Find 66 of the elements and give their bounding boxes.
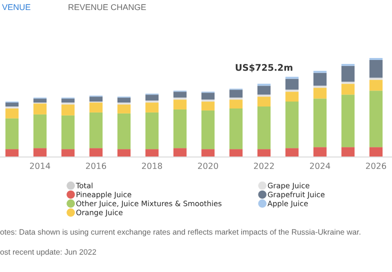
bar — [369, 147, 383, 157]
bar — [173, 100, 187, 110]
bar — [117, 104, 131, 114]
bar — [201, 92, 215, 100]
bar — [117, 113, 131, 150]
bar — [369, 80, 383, 91]
bar — [61, 149, 75, 157]
bar — [313, 98, 327, 148]
bar — [33, 104, 47, 114]
bar — [229, 108, 243, 150]
bar — [369, 60, 383, 78]
bar — [61, 115, 75, 150]
bar — [33, 98, 47, 103]
bar — [257, 96, 271, 107]
bar — [341, 147, 355, 157]
x-tick-label: 2018 — [142, 162, 162, 170]
bar — [173, 148, 187, 157]
bar — [89, 102, 103, 112]
bar — [229, 149, 243, 157]
bar — [33, 148, 47, 157]
text: VENUE — [2, 4, 30, 10]
bar — [145, 94, 159, 101]
x-tick-label: 2022 — [254, 162, 274, 170]
bar — [5, 102, 19, 107]
bar — [341, 94, 355, 148]
bar — [173, 92, 187, 98]
bar — [285, 148, 299, 157]
bar — [341, 66, 355, 82]
bar — [313, 147, 327, 157]
bar — [61, 98, 75, 103]
bar — [201, 149, 215, 157]
x-tick-label: 2014 — [30, 162, 50, 170]
bar — [89, 148, 103, 157]
bar — [257, 86, 271, 95]
bar — [229, 90, 243, 98]
annotation: US$725.2m — [236, 64, 292, 72]
bar — [5, 108, 19, 118]
bar — [145, 102, 159, 112]
bar — [285, 102, 299, 148]
bar — [257, 106, 271, 150]
x-tick-label: 2020 — [198, 162, 218, 170]
bar — [285, 78, 299, 90]
bar — [117, 98, 131, 103]
bar — [117, 149, 131, 157]
x-tick-label: 2016 — [86, 162, 106, 170]
bar — [61, 104, 75, 116]
bar — [313, 72, 327, 86]
bar — [313, 88, 327, 99]
x-tick-label: 2026 — [366, 162, 386, 170]
x-tick-label: 2024 — [310, 162, 330, 170]
text: REVENUE CHANGE — [68, 4, 146, 10]
bar — [173, 109, 187, 148]
bar — [145, 112, 159, 150]
bar — [201, 110, 215, 150]
bar — [5, 118, 19, 150]
bar — [5, 149, 19, 157]
bar — [89, 96, 103, 102]
bar — [89, 112, 103, 148]
bar — [257, 149, 271, 157]
bar — [229, 100, 243, 108]
bar — [145, 149, 159, 157]
bar — [369, 90, 383, 148]
bar — [341, 84, 355, 95]
bar — [201, 102, 215, 110]
bar — [285, 92, 299, 102]
bar — [33, 114, 47, 148]
